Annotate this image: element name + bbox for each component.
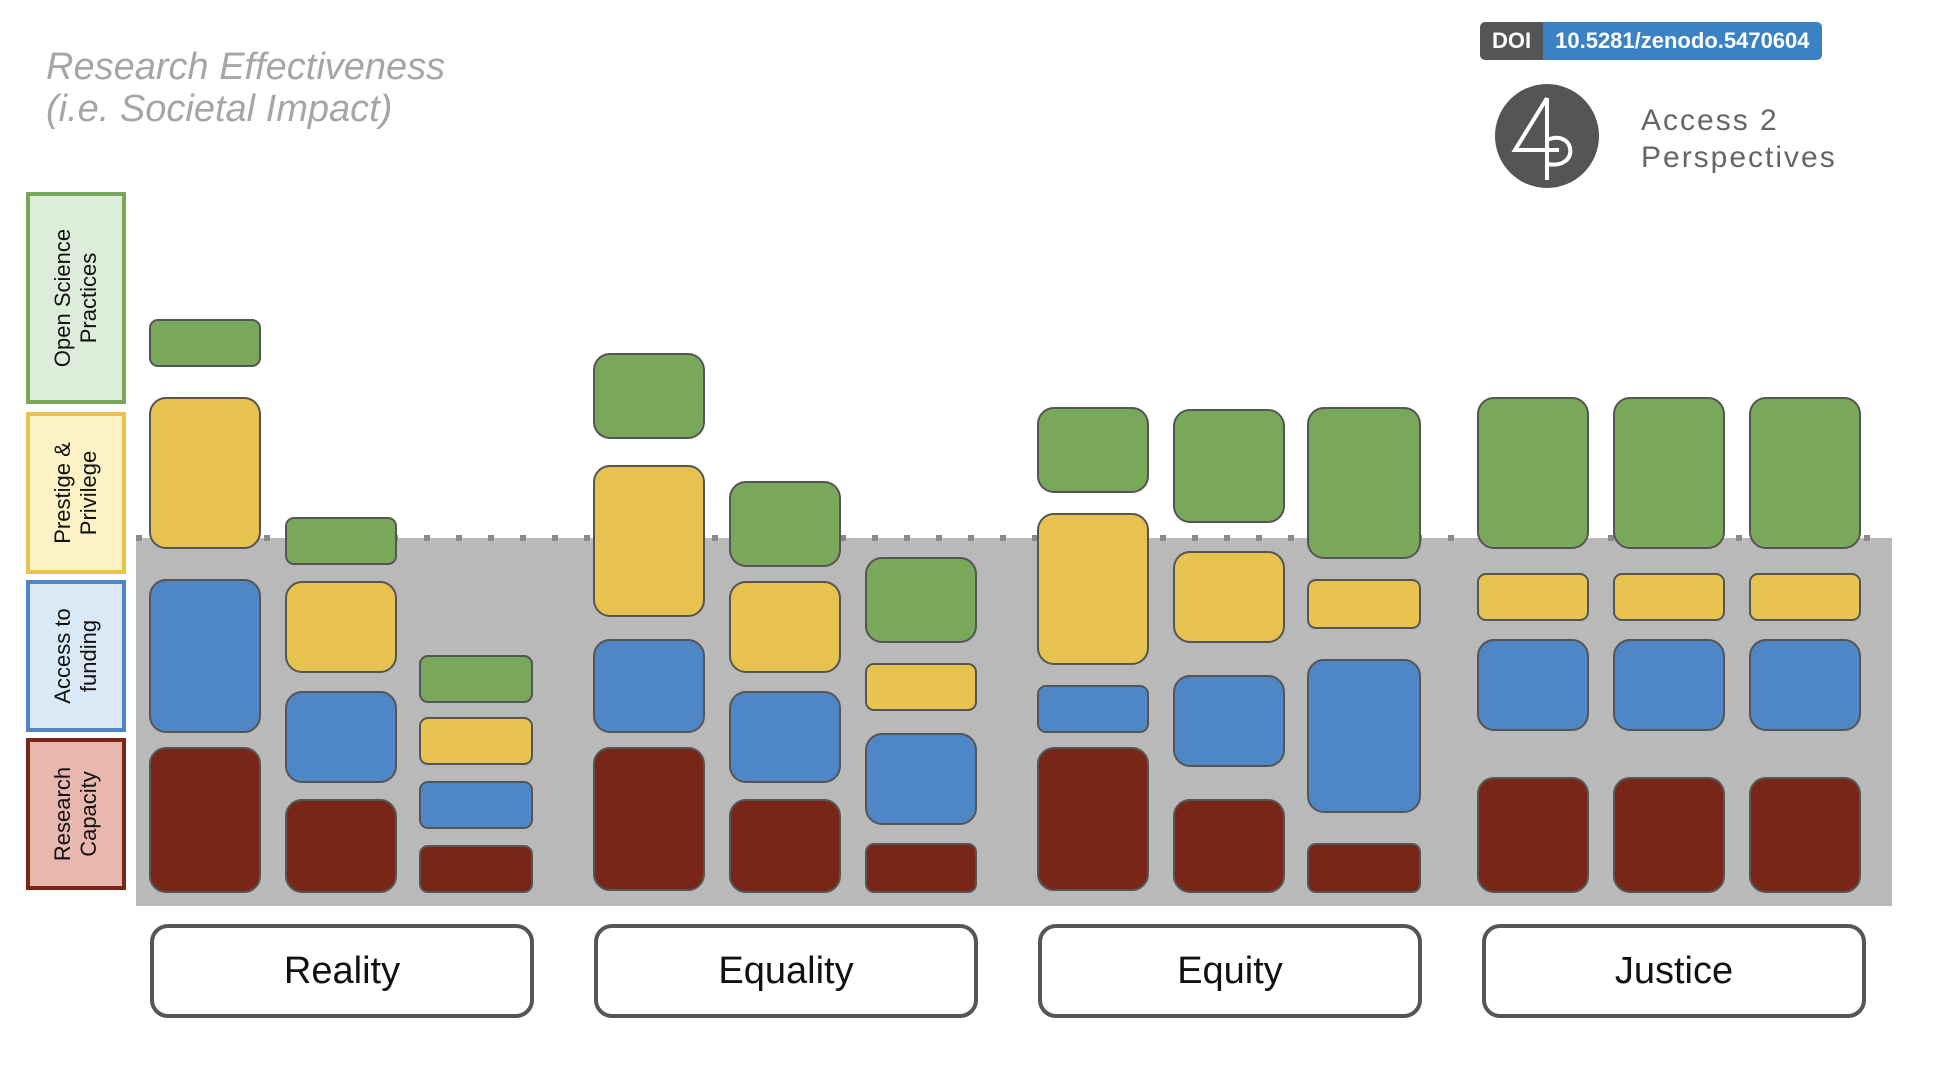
block-prestige-col-3 <box>419 717 533 765</box>
block-prestige-col-6 <box>865 663 977 711</box>
block-open-science-col-7 <box>1037 407 1149 493</box>
block-funding-col-6 <box>865 733 977 825</box>
block-prestige-col-10 <box>1477 573 1589 621</box>
block-capacity-col-7 <box>1037 747 1149 891</box>
scenario-equality-label: Equality <box>718 949 854 992</box>
block-capacity-col-2 <box>285 799 397 893</box>
block-capacity-col-10 <box>1477 777 1589 893</box>
doi-label: DOI <box>1480 22 1544 60</box>
block-capacity-col-5 <box>729 799 841 893</box>
block-capacity-col-11 <box>1613 777 1725 893</box>
scenario-justice-label: Justice <box>1614 949 1734 992</box>
brand-name-line-1: Access 2 <box>1641 104 1779 137</box>
block-capacity-col-4 <box>593 747 705 891</box>
block-capacity-col-3 <box>419 845 533 893</box>
doi-badge[interactable]: DOI 10.5281/zenodo.5470604 <box>1480 22 1822 60</box>
block-prestige-col-9 <box>1307 579 1421 629</box>
block-open-science-col-6 <box>865 557 977 643</box>
scenario-equality: Equality <box>594 924 978 1018</box>
block-funding-col-5 <box>729 691 841 783</box>
block-open-science-col-10 <box>1477 397 1589 549</box>
block-prestige-col-4 <box>593 465 705 617</box>
block-capacity-col-12 <box>1749 777 1861 893</box>
block-funding-col-11 <box>1613 639 1725 731</box>
block-prestige-col-12 <box>1749 573 1861 621</box>
title-line-2: (i.e. Societal Impact) <box>46 88 393 130</box>
block-funding-col-3 <box>419 781 533 829</box>
block-capacity-col-6 <box>865 843 977 893</box>
brand-name: Access 2 Perspectives <box>1641 102 1837 176</box>
scenario-equity-label: Equity <box>1177 949 1283 992</box>
block-prestige-col-1 <box>149 397 261 549</box>
block-funding-col-2 <box>285 691 397 783</box>
block-funding-col-12 <box>1749 639 1861 731</box>
block-capacity-col-1 <box>149 747 261 893</box>
legend-funding: Access to funding <box>26 580 126 732</box>
doi-value: 10.5281/zenodo.5470604 <box>1543 22 1822 60</box>
brand-name-line-2: Perspectives <box>1641 141 1837 174</box>
block-funding-col-7 <box>1037 685 1149 733</box>
block-open-science-col-1 <box>149 319 261 367</box>
legend-prestige: Prestige & Privilege <box>26 412 126 574</box>
block-capacity-col-9 <box>1307 843 1421 893</box>
a2p-logo-icon <box>1495 84 1599 188</box>
block-open-science-col-11 <box>1613 397 1725 549</box>
block-prestige-col-5 <box>729 581 841 673</box>
scenario-reality-label: Reality <box>283 949 401 992</box>
block-open-science-col-2 <box>285 517 397 565</box>
legend-capacity: Research Capacity <box>26 738 126 890</box>
block-open-science-col-3 <box>419 655 533 703</box>
block-prestige-col-8 <box>1173 551 1285 643</box>
block-open-science-col-4 <box>593 353 705 439</box>
slide-title: Research Effectiveness (i.e. Societal Im… <box>46 46 445 130</box>
legend-open-science: Open Science Practices <box>26 192 126 404</box>
block-prestige-col-7 <box>1037 513 1149 665</box>
scenario-justice: Justice <box>1482 924 1866 1018</box>
title-line-1: Research Effectiveness <box>46 46 446 88</box>
block-funding-col-4 <box>593 639 705 733</box>
block-prestige-col-11 <box>1613 573 1725 621</box>
block-funding-col-1 <box>149 579 261 733</box>
block-prestige-col-2 <box>285 581 397 673</box>
scenario-reality: Reality <box>150 924 534 1018</box>
block-capacity-col-8 <box>1173 799 1285 893</box>
block-funding-col-10 <box>1477 639 1589 731</box>
block-open-science-col-9 <box>1307 407 1421 559</box>
block-funding-col-9 <box>1307 659 1421 813</box>
block-open-science-col-5 <box>729 481 841 567</box>
scenario-equity: Equity <box>1038 924 1422 1018</box>
block-open-science-col-12 <box>1749 397 1861 549</box>
block-funding-col-8 <box>1173 675 1285 767</box>
block-open-science-col-8 <box>1173 409 1285 523</box>
